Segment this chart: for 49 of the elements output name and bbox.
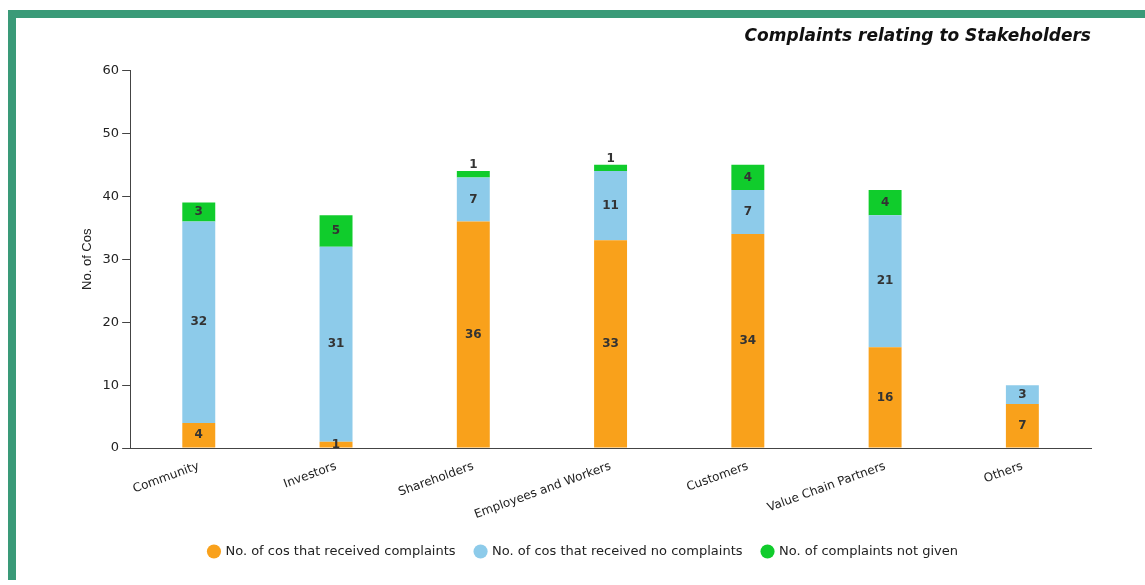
bar (1005, 385, 1039, 405)
bar (868, 215, 902, 348)
data-label: 16 (876, 389, 894, 404)
bar (731, 190, 765, 235)
bar (868, 347, 902, 448)
data-label: 33 (602, 336, 619, 351)
data-label: 7 (743, 204, 753, 219)
legend-label: No. of cos that received complaints (225, 542, 456, 558)
data-label: 5 (331, 223, 341, 238)
x-tick-label: Others (981, 458, 1025, 486)
y-tick-label: 40 (102, 187, 120, 203)
data-label: 4 (194, 427, 203, 442)
y-tick-label: 60 (102, 61, 120, 77)
data-label: 34 (739, 332, 757, 347)
bar (594, 240, 628, 448)
y-tick-label: 50 (102, 124, 120, 140)
data-label: 1 (469, 157, 478, 172)
data-label: 31 (327, 336, 345, 351)
y-tick-label: 0 (110, 439, 120, 455)
bar (731, 164, 765, 190)
y-axis-title: No. of Cos (79, 228, 95, 290)
bar (182, 221, 216, 423)
data-label: 11 (602, 197, 619, 212)
data-label: 7 (469, 191, 478, 206)
data-label: 3 (1018, 386, 1027, 401)
data-label: 3 (194, 204, 203, 219)
data-label: 4 (743, 169, 753, 184)
data-label: 21 (876, 273, 894, 288)
data-label: 36 (464, 326, 482, 341)
bar (731, 234, 765, 448)
bar (456, 221, 490, 448)
bar (456, 171, 490, 178)
bar (456, 177, 490, 222)
data-label: 4 (880, 194, 890, 209)
legend-label: No. of complaints not given (779, 542, 959, 558)
bar (319, 215, 353, 247)
legend-label: No. of cos that received no complaints (492, 542, 743, 558)
bar (182, 422, 216, 448)
data-label: 1 (606, 150, 615, 165)
bar (594, 171, 628, 241)
data-label: 32 (190, 314, 208, 329)
bar (594, 164, 628, 172)
data-label: 7 (1018, 417, 1027, 432)
bar (868, 190, 902, 216)
chart-title: Complaints relating to Stakeholders (744, 24, 1091, 45)
bar (1005, 404, 1039, 448)
y-tick-label: 30 (102, 250, 120, 266)
y-tick-label: 20 (102, 313, 120, 329)
y-tick-label: 10 (102, 376, 120, 392)
